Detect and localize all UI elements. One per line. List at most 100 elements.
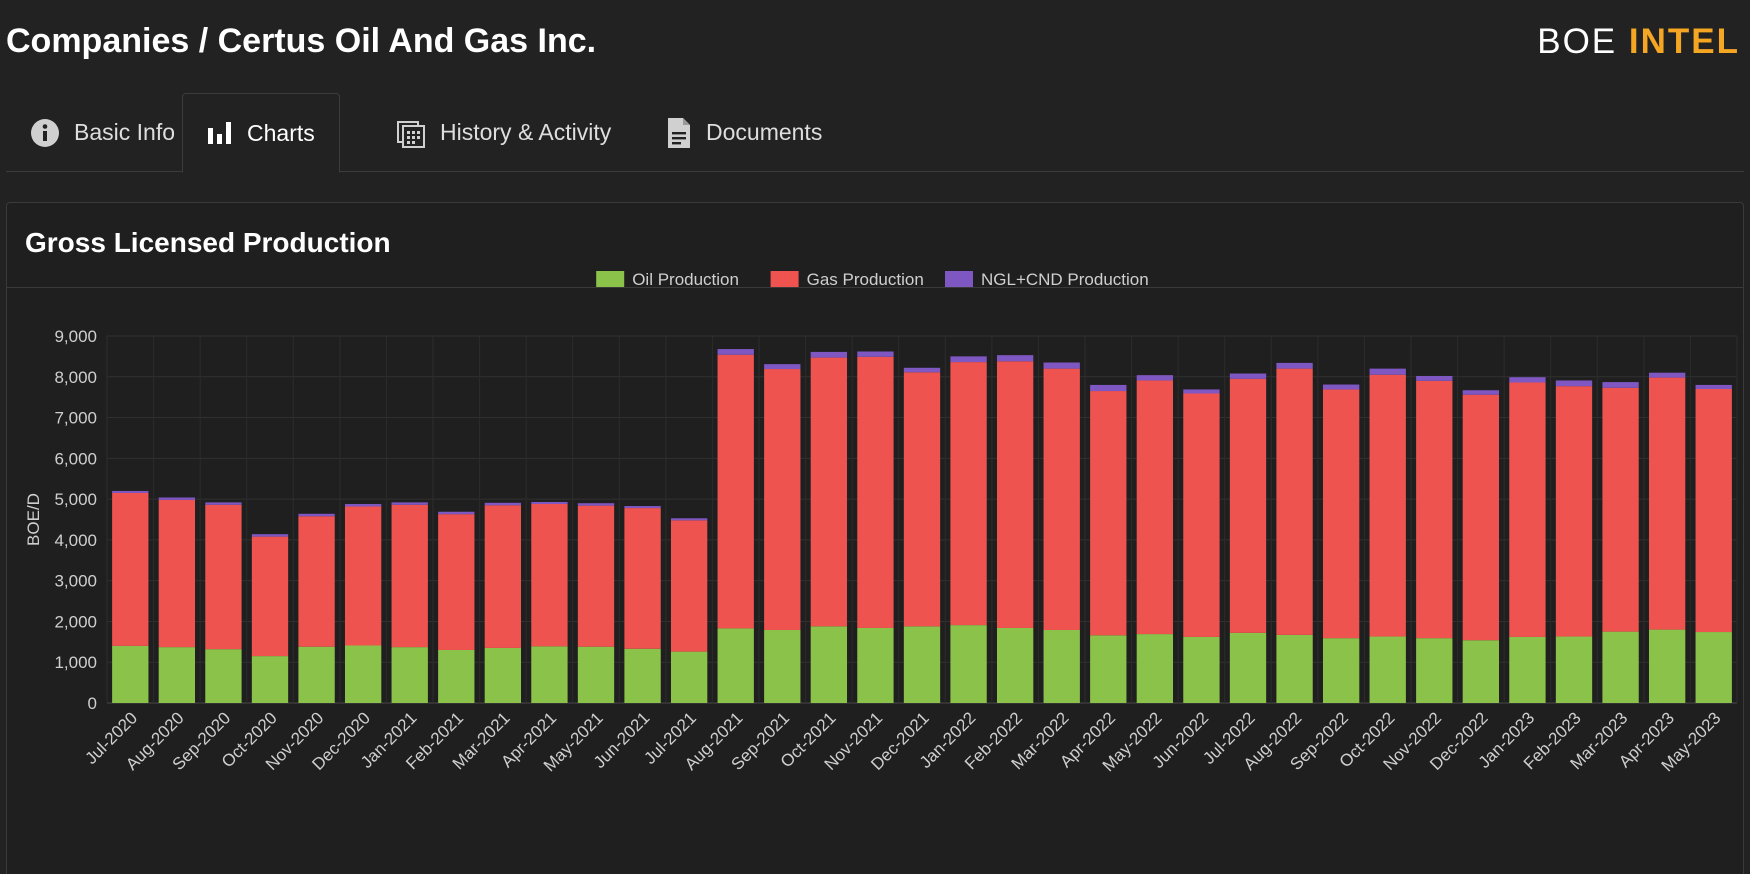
bar-ngl-cnd-production[interactable]: [1369, 368, 1406, 375]
bar-ngl-cnd-production[interactable]: [717, 349, 754, 355]
bar-oil-production[interactable]: [391, 647, 428, 703]
bar-ngl-cnd-production[interactable]: [1090, 384, 1127, 392]
bar-oil-production[interactable]: [531, 646, 568, 703]
bar-gas-production[interactable]: [112, 492, 149, 646]
tab-basic-info[interactable]: Basic Info: [6, 93, 199, 172]
bar-gas-production[interactable]: [1369, 374, 1406, 637]
bar-oil-production[interactable]: [577, 646, 615, 703]
bar-gas-production[interactable]: [624, 508, 661, 649]
bar-gas-production[interactable]: [1602, 387, 1639, 632]
bar-ngl-cnd-production[interactable]: [577, 503, 615, 506]
bar-oil-production[interactable]: [857, 627, 894, 703]
bar-ngl-cnd-production[interactable]: [764, 364, 801, 370]
bar-oil-production[interactable]: [1322, 638, 1360, 703]
bar-gas-production[interactable]: [484, 505, 522, 648]
bar-ngl-cnd-production[interactable]: [484, 502, 522, 506]
bar-ngl-cnd-production[interactable]: [950, 356, 987, 363]
bar-oil-production[interactable]: [1555, 636, 1593, 703]
bar-oil-production[interactable]: [112, 645, 149, 703]
bar-oil-production[interactable]: [158, 647, 196, 703]
bar-ngl-cnd-production[interactable]: [1509, 377, 1546, 383]
bar-gas-production[interactable]: [531, 504, 568, 647]
bar-oil-production[interactable]: [1462, 640, 1500, 703]
bar-oil-production[interactable]: [810, 626, 848, 703]
bar-ngl-cnd-production[interactable]: [344, 504, 382, 507]
bar-ngl-cnd-production[interactable]: [1322, 384, 1360, 390]
bar-ngl-cnd-production[interactable]: [1416, 375, 1453, 381]
bar-gas-production[interactable]: [1695, 389, 1732, 633]
bar-ngl-cnd-production[interactable]: [1695, 384, 1732, 390]
bar-ngl-cnd-production[interactable]: [857, 351, 894, 357]
bar-oil-production[interactable]: [251, 656, 289, 703]
bar-oil-production[interactable]: [205, 649, 242, 703]
tab-charts[interactable]: Charts: [182, 93, 340, 173]
bar-ngl-cnd-production[interactable]: [298, 513, 335, 517]
legend-label[interactable]: NGL+CND Production: [981, 270, 1149, 289]
bar-oil-production[interactable]: [764, 630, 801, 703]
bar-oil-production[interactable]: [903, 626, 941, 703]
bar-gas-production[interactable]: [1462, 394, 1500, 641]
bar-oil-production[interactable]: [344, 645, 382, 703]
bar-oil-production[interactable]: [1043, 630, 1080, 703]
bar-gas-production[interactable]: [391, 504, 428, 648]
bar-ngl-cnd-production[interactable]: [1183, 389, 1220, 394]
bar-oil-production[interactable]: [1276, 634, 1313, 703]
bar-ngl-cnd-production[interactable]: [205, 502, 242, 505]
bar-gas-production[interactable]: [810, 357, 848, 627]
bar-oil-production[interactable]: [1602, 631, 1639, 703]
bar-oil-production[interactable]: [717, 628, 754, 703]
bar-oil-production[interactable]: [1509, 636, 1546, 703]
bar-ngl-cnd-production[interactable]: [1602, 382, 1639, 388]
bar-gas-production[interactable]: [1276, 368, 1313, 635]
bar-gas-production[interactable]: [1322, 389, 1360, 639]
legend-label[interactable]: Oil Production: [632, 270, 739, 289]
bar-gas-production[interactable]: [1136, 380, 1174, 635]
bar-gas-production[interactable]: [1416, 380, 1453, 639]
bar-gas-production[interactable]: [1090, 391, 1127, 636]
bar-ngl-cnd-production[interactable]: [670, 518, 708, 521]
bar-oil-production[interactable]: [1369, 636, 1406, 703]
bar-gas-production[interactable]: [1648, 377, 1686, 630]
bar-ngl-cnd-production[interactable]: [1648, 372, 1686, 378]
bar-ngl-cnd-production[interactable]: [1136, 375, 1174, 381]
bar-ngl-cnd-production[interactable]: [251, 534, 289, 537]
bar-gas-production[interactable]: [717, 354, 754, 629]
bar-gas-production[interactable]: [1183, 393, 1220, 637]
bar-gas-production[interactable]: [158, 499, 196, 648]
bar-oil-production[interactable]: [298, 646, 335, 703]
bar-oil-production[interactable]: [624, 648, 661, 703]
bar-gas-production[interactable]: [205, 504, 242, 650]
bar-oil-production[interactable]: [950, 625, 987, 703]
bar-ngl-cnd-production[interactable]: [810, 351, 848, 358]
bar-gas-production[interactable]: [251, 536, 289, 657]
bar-ngl-cnd-production[interactable]: [158, 497, 196, 500]
tab-history-activity[interactable]: History & Activity: [372, 93, 635, 172]
bar-oil-production[interactable]: [1695, 632, 1732, 703]
bar-gas-production[interactable]: [1043, 368, 1080, 631]
bar-oil-production[interactable]: [1090, 635, 1127, 703]
bar-ngl-cnd-production[interactable]: [996, 355, 1034, 362]
bar-ngl-cnd-production[interactable]: [903, 367, 941, 373]
bar-ngl-cnd-production[interactable]: [1462, 390, 1500, 395]
bar-gas-production[interactable]: [903, 372, 941, 627]
bar-gas-production[interactable]: [857, 356, 894, 628]
bar-gas-production[interactable]: [1509, 382, 1546, 637]
legend-label[interactable]: Gas Production: [807, 270, 924, 289]
bar-ngl-cnd-production[interactable]: [438, 511, 475, 515]
bar-ngl-cnd-production[interactable]: [391, 502, 428, 505]
bar-gas-production[interactable]: [1229, 378, 1267, 633]
bar-oil-production[interactable]: [996, 627, 1034, 703]
bar-gas-production[interactable]: [1555, 386, 1593, 637]
bar-oil-production[interactable]: [1648, 629, 1686, 703]
bar-oil-production[interactable]: [438, 649, 475, 703]
bar-ngl-cnd-production[interactable]: [1276, 362, 1313, 369]
bar-gas-production[interactable]: [344, 506, 382, 646]
bar-gas-production[interactable]: [438, 514, 475, 650]
bar-oil-production[interactable]: [1136, 634, 1174, 703]
bar-gas-production[interactable]: [577, 505, 615, 647]
bar-ngl-cnd-production[interactable]: [1043, 362, 1080, 369]
bar-ngl-cnd-production[interactable]: [1229, 373, 1267, 379]
boe-intel-logo[interactable]: BOE INTEL: [1537, 22, 1740, 62]
bar-gas-production[interactable]: [670, 520, 708, 652]
bar-gas-production[interactable]: [996, 361, 1034, 628]
